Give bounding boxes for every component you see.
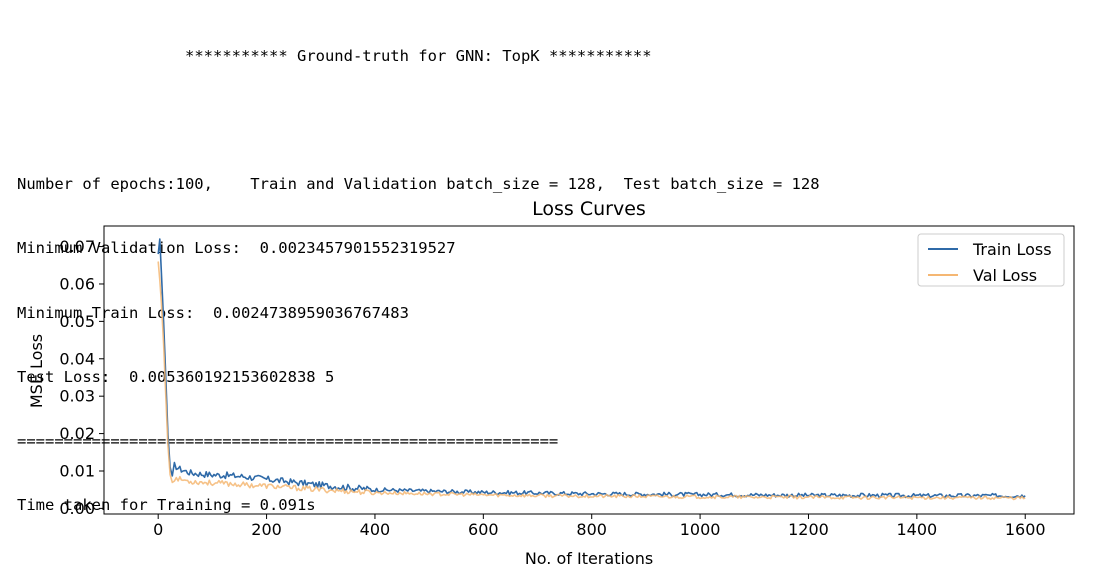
x-tick-label: 600 (468, 520, 499, 539)
legend-label: Val Loss (973, 266, 1037, 285)
plot-frame (103, 225, 1075, 515)
x-tick-label: 400 (360, 520, 391, 539)
y-tick-label: 0.01 (59, 461, 95, 480)
log-line-epochs: Number of epochs:100, Train and Validati… (17, 175, 820, 194)
output-log: *********** Ground-truth for GNN: TopK *… (17, 3, 820, 538)
log-line-separator: ========================================… (17, 432, 559, 451)
loss-chart: Loss Curves No. of Iterations MSE Loss 0… (27, 198, 1075, 568)
x-tick-label: 1600 (1005, 520, 1046, 539)
y-tick-label: 0.05 (59, 312, 95, 331)
legend: Train Loss Val Loss (917, 233, 1065, 287)
log-header: *********** Ground-truth for GNN: TopK *… (185, 46, 652, 65)
axis-ticks: 0 200 400 600 800 1000 1200 1400 1600 0.00 0.01 0.0… (59, 237, 1045, 539)
y-tick-label: 0.00 (59, 499, 95, 518)
legend-label: Train Loss (972, 240, 1052, 259)
plot-area (157, 238, 1026, 501)
y-tick-label: 0.06 (59, 274, 95, 293)
x-tick-label: 1000 (680, 520, 721, 539)
y-tick-label: 0.02 (59, 424, 95, 443)
y-tick-label: 0.07 (59, 237, 95, 256)
y-tick-label: 0.03 (59, 387, 95, 406)
x-tick-label: 0 (153, 520, 163, 539)
log-blank-line (17, 110, 820, 131)
y-axis-label: MSE Loss (27, 334, 46, 408)
val-loss-line (157, 261, 1026, 501)
x-tick-label: 1200 (788, 520, 829, 539)
x-tick-label: 200 (251, 520, 282, 539)
x-axis-label: No. of Iterations (525, 549, 653, 568)
train-loss-line (157, 238, 1026, 499)
log-line-min-val-loss: Minimum Validation Loss: 0.0023457901552… (17, 239, 456, 258)
y-tick-label: 0.04 (59, 349, 95, 368)
log-line-test-loss: Test Loss: 0.005360192153602838 5 (17, 367, 335, 386)
chart-title: Loss Curves (532, 198, 646, 220)
log-line-min-train-loss: Minimum Train Loss: 0.002473895903676748… (17, 303, 409, 322)
legend-box (917, 233, 1065, 287)
x-tick-label: 1400 (896, 520, 937, 539)
log-line-time: Time taken for Training = 0.091s (17, 496, 316, 515)
x-tick-label: 800 (576, 520, 607, 539)
